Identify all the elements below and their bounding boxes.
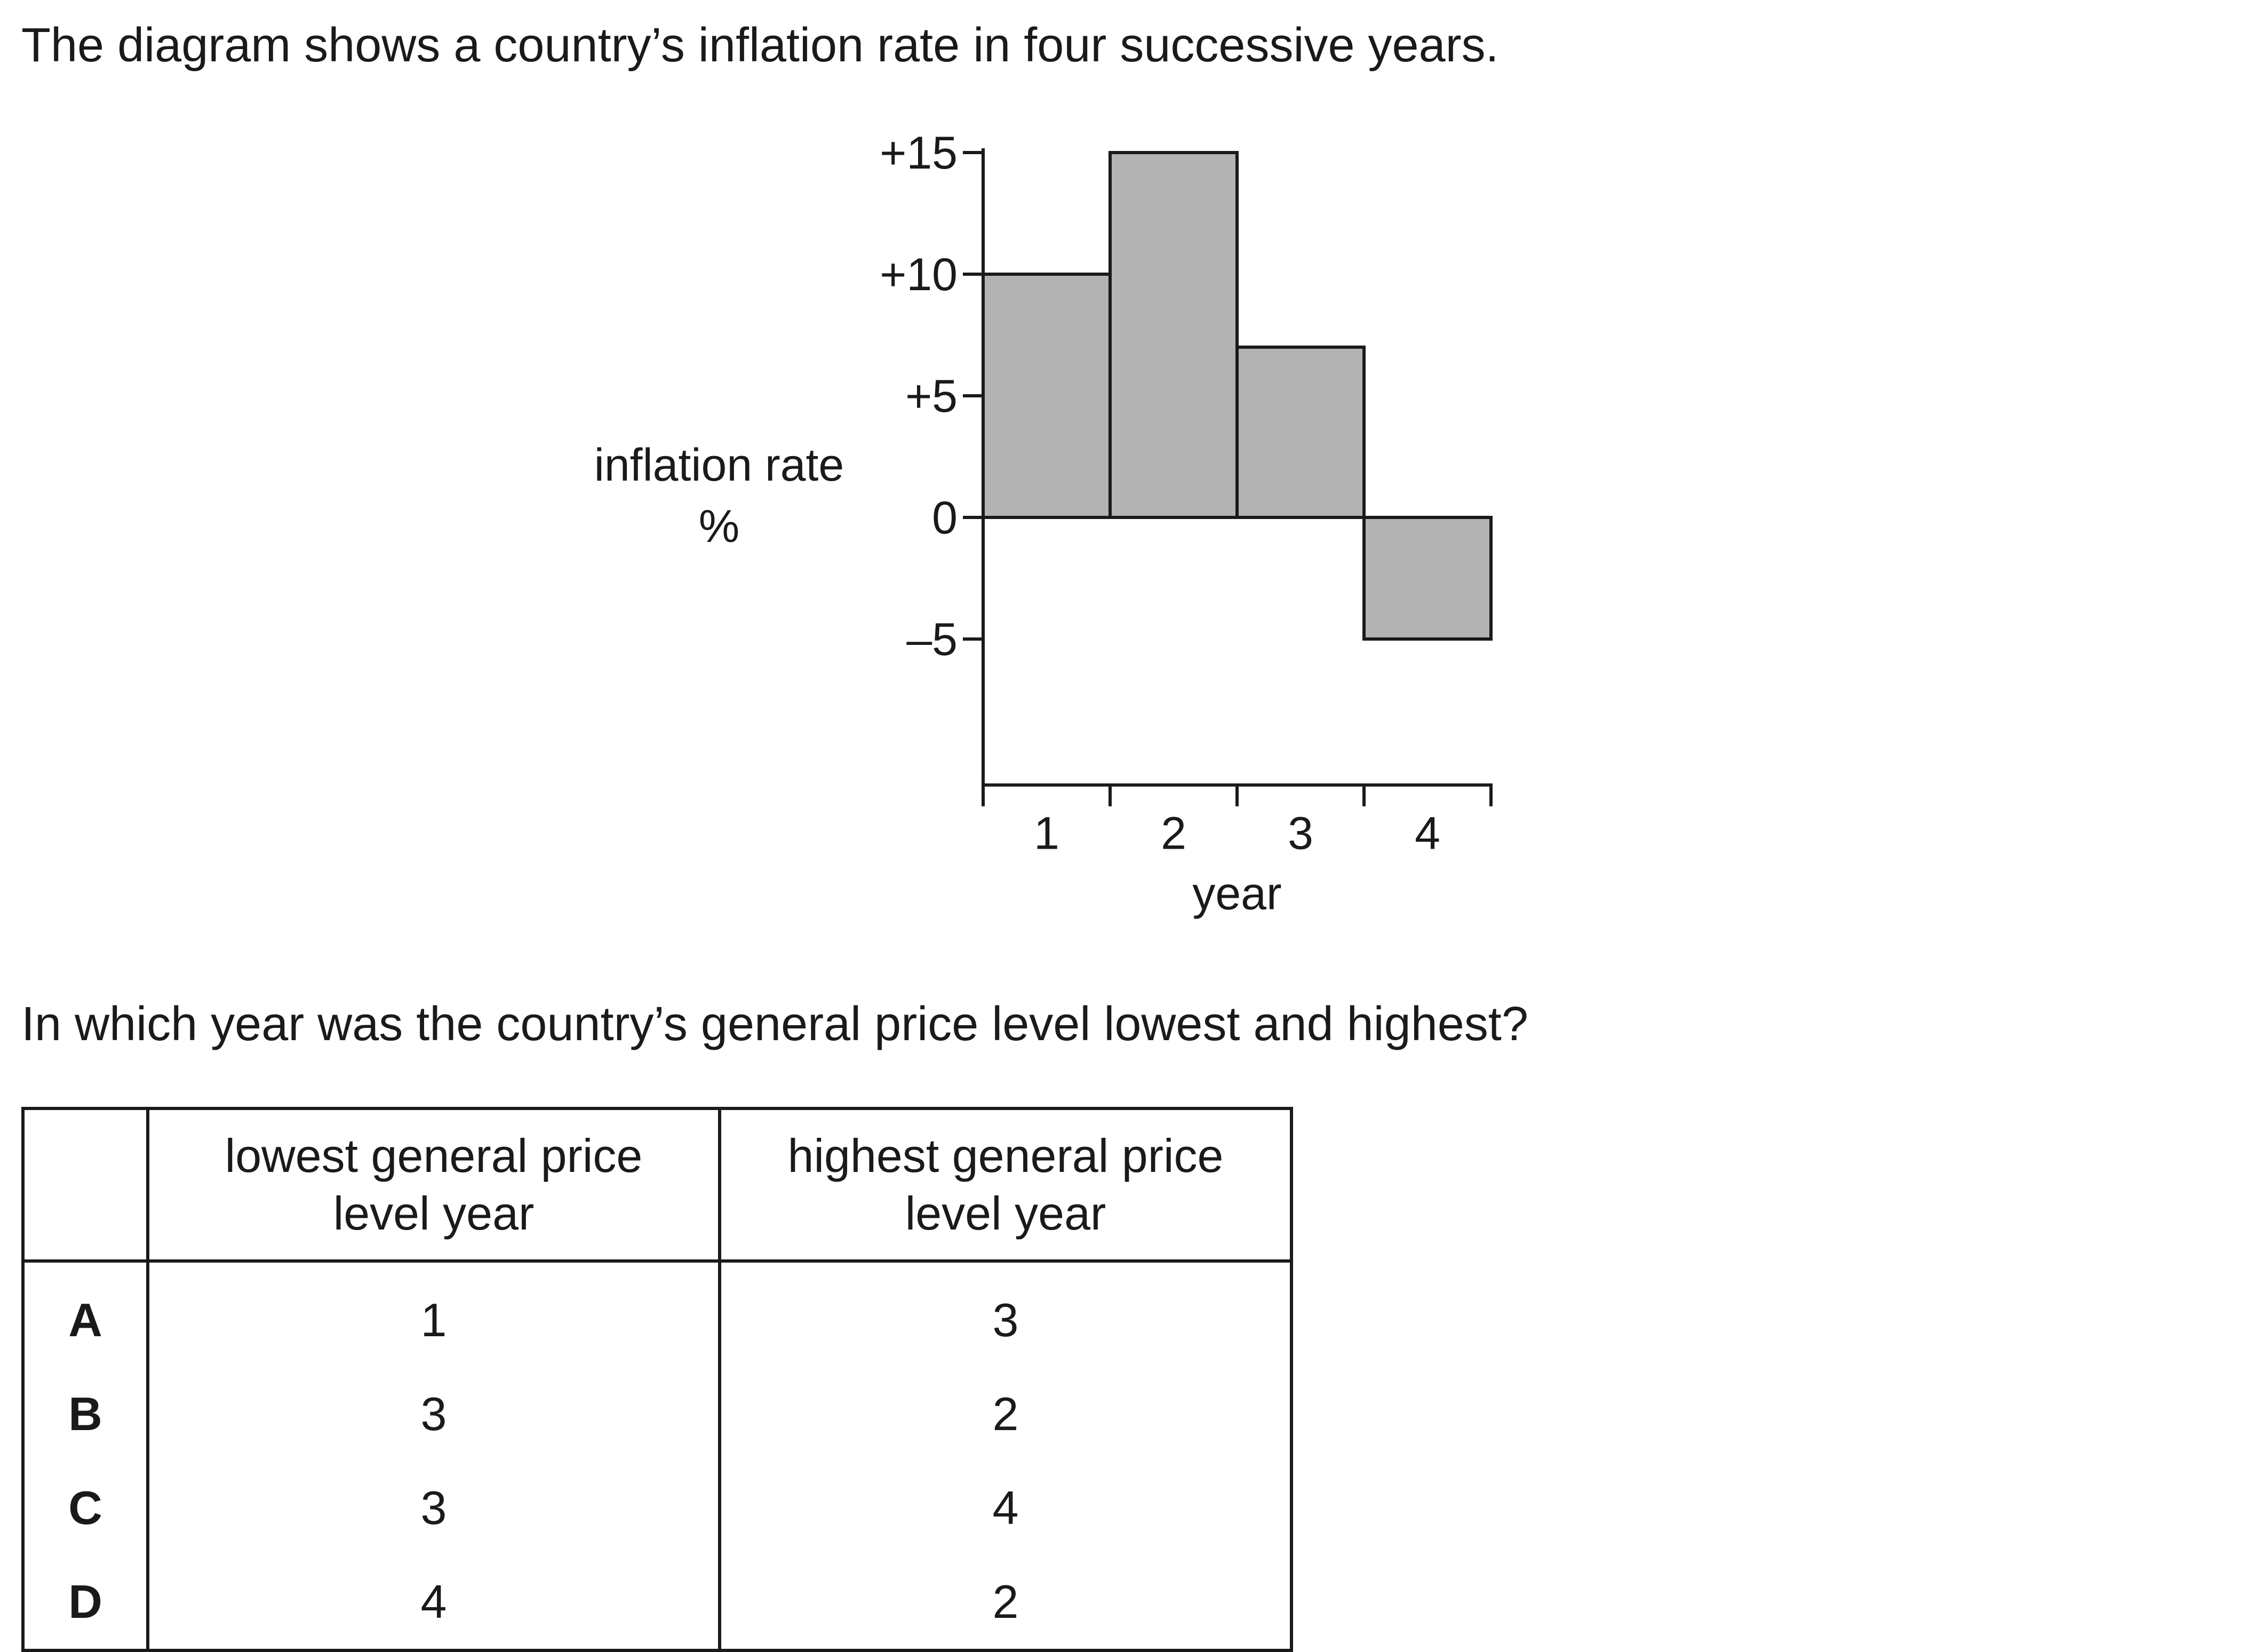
option-row-b[interactable]: B 3 2 <box>21 1367 1293 1461</box>
question-text: In which year was the country’s general … <box>21 997 1528 1051</box>
answer-options-table: lowest general price level year highest … <box>21 1107 1293 1652</box>
header-lowest-line-2: level year <box>333 1187 535 1240</box>
intro-text: The diagram shows a country’s inflation … <box>21 19 1499 72</box>
y-axis-title-line-2: % <box>699 501 739 552</box>
option-letter[interactable]: D <box>21 1555 149 1652</box>
option-highest-year: 3 <box>718 1261 1293 1367</box>
header-lowest-cell: lowest general price level year <box>146 1107 721 1263</box>
option-row-d[interactable]: D 4 2 <box>21 1555 1293 1652</box>
header-highest-line-2: level year <box>905 1187 1106 1240</box>
x-tick-label: 3 <box>1288 808 1313 859</box>
header-lowest-line-1: lowest general price <box>225 1129 643 1182</box>
x-tick-label: 1 <box>1034 808 1059 859</box>
bar-year-4 <box>1362 516 1493 641</box>
labels-group: +15 +10 +5 0 –5 1 2 3 4 year inflation rate% <box>594 127 1440 920</box>
option-letter[interactable]: C <box>21 1461 149 1555</box>
bars-group <box>982 151 1493 641</box>
y-axis-title-line-1: inflation rate <box>594 440 844 491</box>
header-letter-cell <box>21 1107 149 1263</box>
option-highest-year: 4 <box>718 1461 1293 1555</box>
bar-year-1 <box>982 273 1112 519</box>
header-highest-cell: highest general price level year <box>718 1107 1293 1263</box>
option-lowest-year: 4 <box>146 1555 721 1652</box>
option-letter[interactable]: A <box>21 1261 149 1367</box>
bar-year-2 <box>1108 151 1239 519</box>
axes-group <box>963 148 1493 807</box>
option-lowest-year: 3 <box>146 1367 721 1461</box>
header-highest-line-1: highest general price <box>787 1129 1224 1182</box>
option-row-a[interactable]: A 1 3 <box>21 1261 1293 1367</box>
option-highest-year: 2 <box>718 1367 1293 1461</box>
y-tick-label: 0 <box>932 492 958 544</box>
y-tick-label: +15 <box>880 127 958 179</box>
y-tick-label: +10 <box>880 249 958 300</box>
y-tick-label: –5 <box>906 614 958 665</box>
bar-year-3 <box>1235 345 1366 519</box>
option-letter[interactable]: B <box>21 1367 149 1461</box>
option-lowest-year: 3 <box>146 1461 721 1555</box>
x-tick-label: 4 <box>1415 808 1440 859</box>
option-row-c[interactable]: C 3 4 <box>21 1461 1293 1555</box>
option-highest-year: 2 <box>718 1555 1293 1652</box>
option-lowest-year: 1 <box>146 1261 721 1367</box>
x-axis-title: year <box>1192 868 1281 920</box>
x-tick-label: 2 <box>1161 808 1186 859</box>
y-tick-label: +5 <box>905 371 958 422</box>
inflation-bar-chart: +15 +10 +5 0 –5 1 2 3 4 year inflation rate% <box>594 127 1493 920</box>
table-header-row: lowest general price level year highest … <box>21 1107 1293 1263</box>
